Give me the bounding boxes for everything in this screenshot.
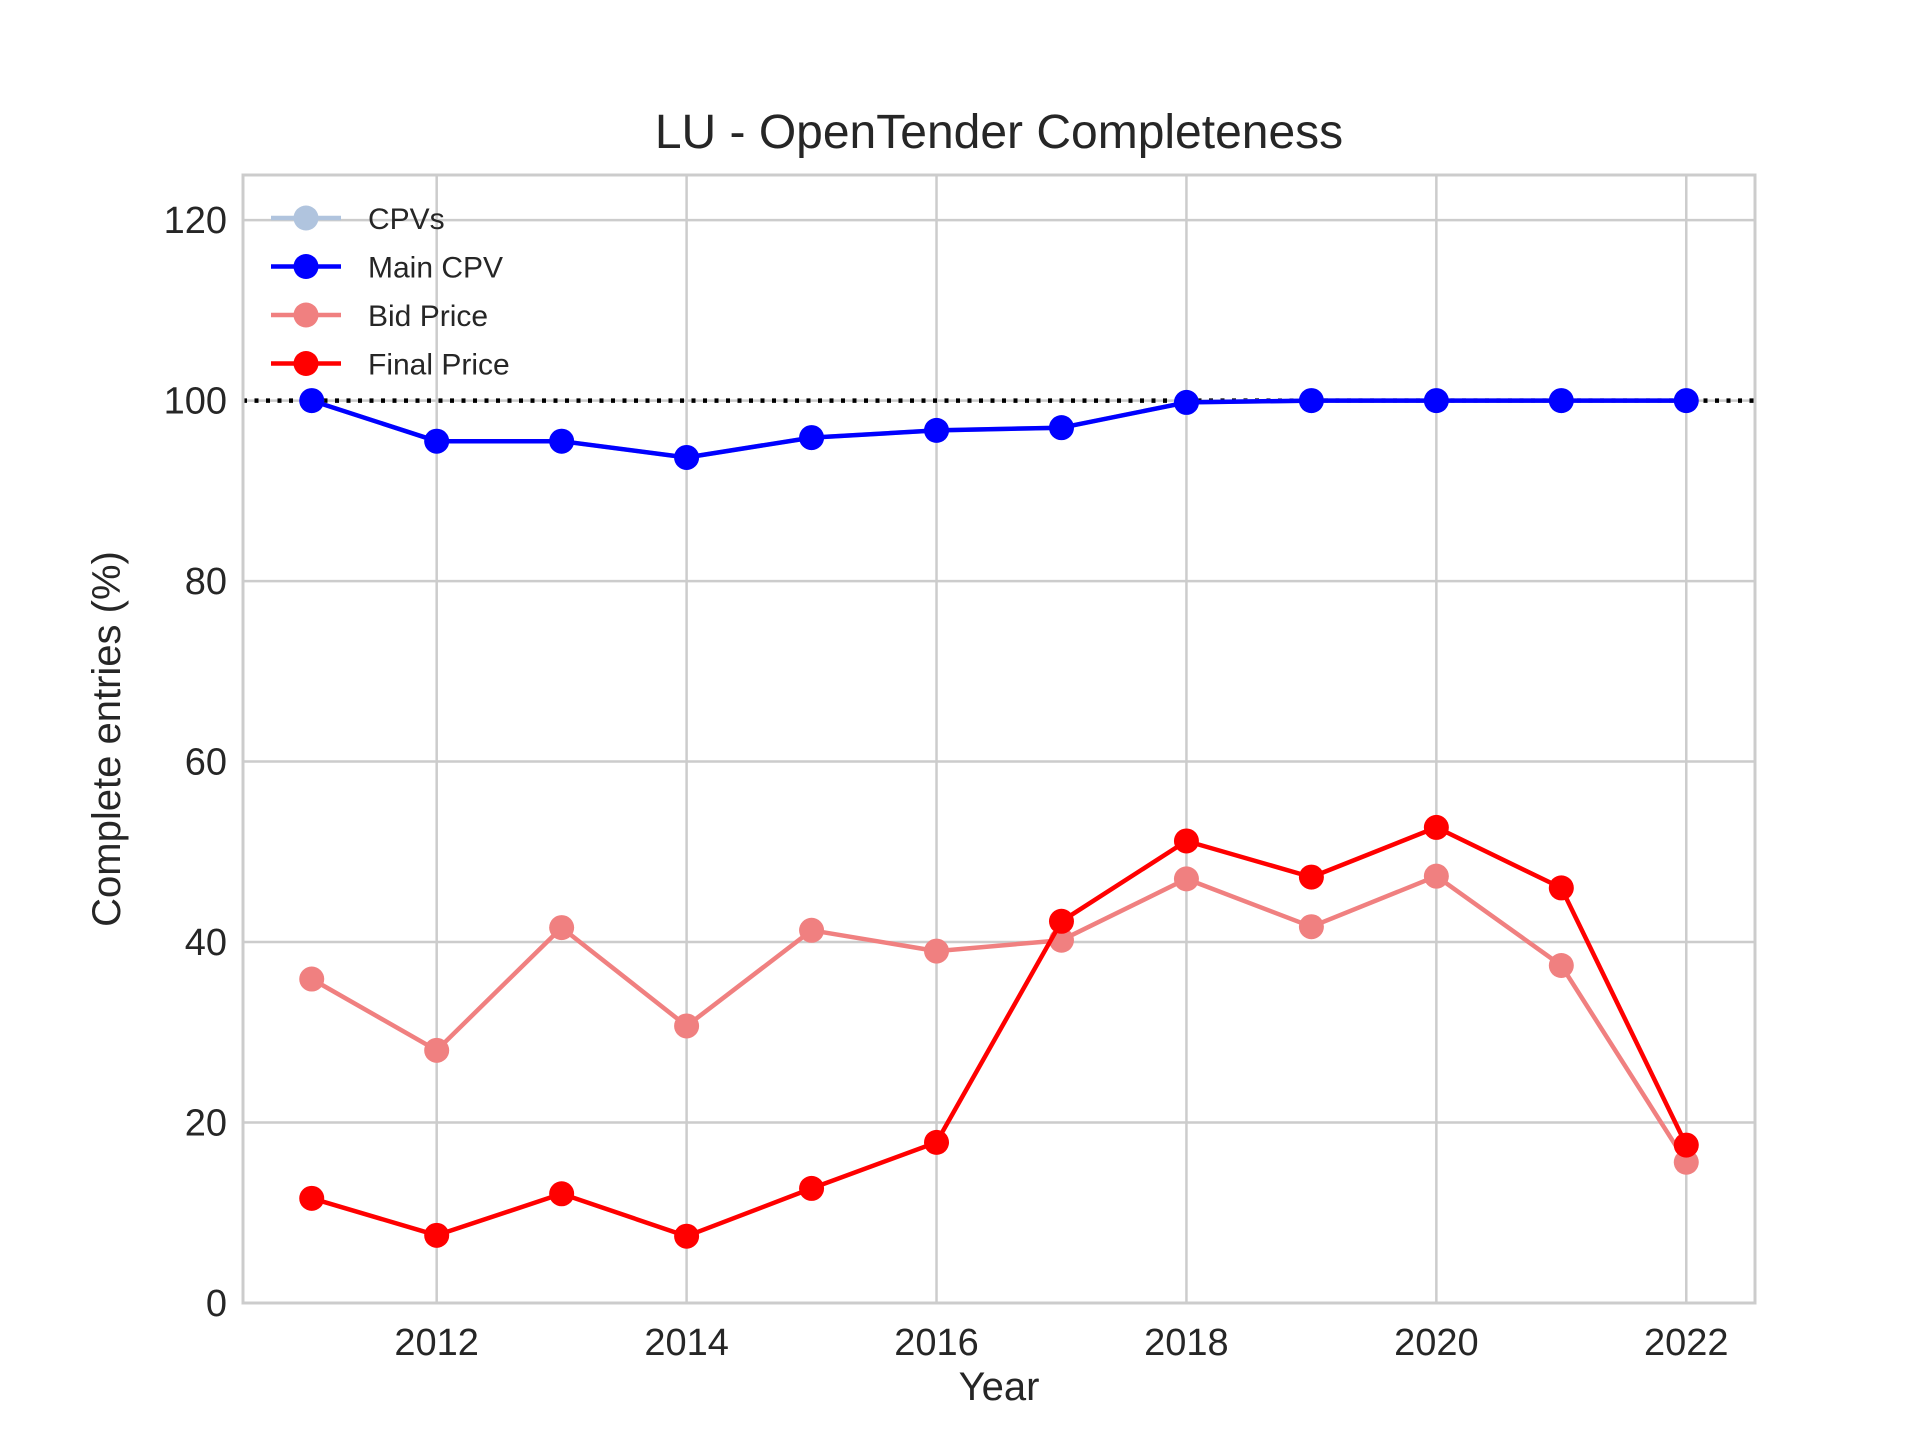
legend-marker-main-cpv <box>293 254 319 279</box>
series-main-cpv <box>299 388 1699 470</box>
series-bid-price <box>299 863 1699 1175</box>
x-tick-label: 2016 <box>894 1322 979 1364</box>
legend-item-main-cpv: Main CPV <box>271 252 503 285</box>
legend-marker-final-price <box>293 351 319 376</box>
data-point-final-price <box>549 1181 575 1207</box>
plot-frame <box>241 173 1757 1305</box>
y-tick-label: 60 <box>185 742 227 784</box>
x-tick-label: 2014 <box>644 1322 729 1364</box>
x-tick-label: 2018 <box>1144 1322 1229 1364</box>
legend-label-cpvs: CPVs <box>368 203 445 236</box>
data-point-final-price <box>1548 875 1574 901</box>
x-tick-label: 2020 <box>1394 1322 1479 1364</box>
data-point-bid-price <box>549 915 575 941</box>
series-line-main-cpv <box>311 398 1687 460</box>
data-point-final-price <box>299 1185 325 1211</box>
legend-item-bid-price: Bid Price <box>271 300 488 333</box>
data-point-final-price <box>1298 864 1324 890</box>
legend-item-cpvs: CPVs <box>271 203 445 236</box>
legend-item-final-price: Final Price <box>271 349 510 382</box>
series-final-price <box>299 814 1699 1249</box>
data-point-final-price <box>1048 908 1074 934</box>
data-point-main-cpv <box>1173 389 1199 415</box>
y-tick-label: 120 <box>164 200 227 242</box>
y-tick-label: 80 <box>185 561 227 603</box>
data-point-bid-price <box>1673 1149 1699 1175</box>
legend: CPVs Main CPV Bid Price Final Price <box>271 203 510 382</box>
data-point-main-cpv <box>924 417 950 443</box>
data-point-main-cpv <box>799 425 825 451</box>
legend-marker-cpvs <box>293 205 319 231</box>
y-tick-label: 0 <box>206 1283 227 1325</box>
data-point-main-cpv <box>1048 415 1074 441</box>
series-line-final-price <box>311 825 1689 1239</box>
data-point-final-price <box>799 1175 825 1201</box>
data-point-bid-price <box>1298 914 1324 940</box>
data-point-bid-price <box>799 917 825 943</box>
data-point-final-price <box>674 1223 700 1249</box>
x-tick-label: 2022 <box>1644 1322 1729 1364</box>
x-tick-label: 2012 <box>394 1322 479 1364</box>
y-tick-label: 20 <box>185 1103 227 1145</box>
data-point-main-cpv <box>674 444 700 470</box>
data-point-main-cpv <box>1423 388 1449 414</box>
data-point-bid-price <box>674 1013 700 1039</box>
data-point-bid-price <box>424 1037 450 1063</box>
data-point-bid-price <box>299 966 325 992</box>
data-point-bid-price <box>1423 863 1449 889</box>
data-point-final-price <box>424 1222 450 1248</box>
data-point-main-cpv <box>1673 388 1699 414</box>
y-axis-label: Complete entries (%) <box>85 551 129 927</box>
legend-label-bid-price: Bid Price <box>368 300 488 333</box>
data-point-final-price <box>1173 828 1199 854</box>
legend-label-final-price: Final Price <box>368 349 510 382</box>
series-group <box>299 388 1699 1249</box>
data-point-main-cpv <box>1298 388 1324 414</box>
grid <box>243 175 1755 1305</box>
data-point-main-cpv <box>424 428 450 454</box>
x-axis-label: Year <box>959 1365 1040 1409</box>
data-point-bid-price <box>1173 866 1199 892</box>
data-point-main-cpv <box>1548 388 1574 414</box>
y-tick-label: 100 <box>164 381 227 423</box>
tick-labels: 2012 2014 2016 2018 2020 2022 0 20 40 60 80 100 120 <box>164 200 1729 1364</box>
legend-marker-bid-price <box>293 302 319 328</box>
data-point-main-cpv <box>549 428 575 454</box>
data-point-final-price <box>1423 814 1449 840</box>
data-point-bid-price <box>1548 953 1574 979</box>
data-point-final-price <box>924 1129 950 1155</box>
data-point-main-cpv <box>299 388 325 414</box>
series-line-bid-price <box>310 873 1689 1164</box>
legend-label-main-cpv: Main CPV <box>368 252 503 285</box>
chart-title: LU - OpenTender Completeness <box>655 106 1343 159</box>
data-point-final-price <box>1673 1132 1699 1158</box>
data-point-bid-price <box>924 938 950 964</box>
y-tick-label: 40 <box>185 922 227 964</box>
